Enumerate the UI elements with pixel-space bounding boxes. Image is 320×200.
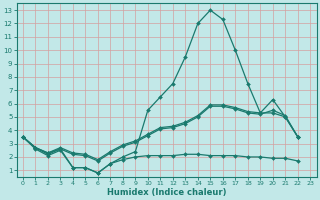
X-axis label: Humidex (Indice chaleur): Humidex (Indice chaleur) [107, 188, 226, 197]
